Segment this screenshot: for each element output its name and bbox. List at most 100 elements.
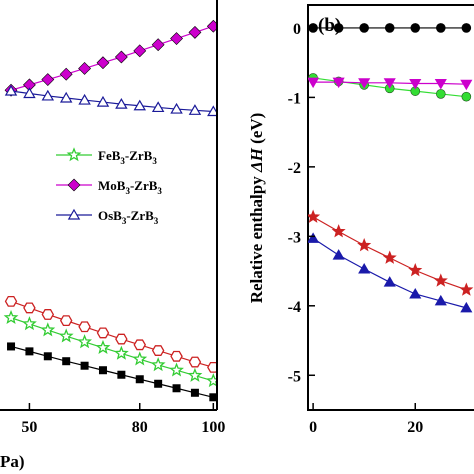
panel-b-y-tick-label: -2 xyxy=(288,160,301,177)
panel-b-x-tick-label: 0 xyxy=(309,419,317,436)
panel-b-series-2-point xyxy=(434,79,447,90)
panel-a-series-3-point xyxy=(170,350,183,362)
panel-a-series-1-point xyxy=(96,56,110,70)
legend-entry: MoB3-ZrB3 xyxy=(98,178,162,196)
panel-a-series-0-point xyxy=(205,373,217,388)
panel-a-series-3-point xyxy=(151,345,165,356)
panel-a-series-3-point xyxy=(59,315,73,327)
panel-a-series-3-point xyxy=(78,321,91,333)
panel-a-series-2-point xyxy=(115,97,128,109)
panel-a-series-0-point xyxy=(22,316,37,331)
panel-a-series-4-point xyxy=(190,388,199,397)
panel-b-series-2-point xyxy=(332,77,345,89)
panel-a-series-1-line xyxy=(10,25,214,91)
panel-a-series-2-point xyxy=(133,99,146,111)
y-label-part-1: Relative enthalpy xyxy=(247,172,266,303)
panel-a-series-2-point xyxy=(151,101,165,113)
panel-a-series-1-point xyxy=(114,50,128,64)
panel-b-series-0-point xyxy=(384,23,395,33)
panel-b-x-tick-label: 20 xyxy=(407,419,423,436)
panel-b-series-2-point xyxy=(409,79,422,90)
panel-a-series-2-line xyxy=(10,90,214,113)
panel-b-y-tick-label: 0 xyxy=(293,21,301,38)
panel-b: 0 -1 -2 -3 -4 -5 0 20 (b) Relative enthalpy ΔH… xyxy=(247,4,474,436)
legend-entry: OsB3-ZrB3 xyxy=(98,208,159,226)
panel-a-x-tick-label: 80 xyxy=(132,419,148,436)
panel-b-series-4-point xyxy=(460,301,473,313)
panel-a-series-0-point xyxy=(58,328,74,343)
panel-a-series-4-point xyxy=(25,347,34,356)
panel-a-series-2-point xyxy=(207,105,217,117)
panel-b-series-4-point xyxy=(383,276,396,287)
panel-a-series-2-point xyxy=(188,104,202,115)
panel-a-series-4-point xyxy=(135,375,144,384)
panel-b-series-3-point xyxy=(433,273,448,287)
panel-b-series-0-point xyxy=(333,23,344,33)
panel-a-series-4-point xyxy=(154,379,163,388)
panel-a-series-4-point xyxy=(62,357,71,366)
panel-a-series-0-point xyxy=(113,345,129,360)
panel-b-series-3-point xyxy=(382,250,397,264)
panel-a-series-0-point xyxy=(3,309,19,325)
panel-b-series-3-point xyxy=(408,263,423,277)
legend-marker xyxy=(66,147,82,162)
panel-a-series-4-point xyxy=(117,370,126,379)
panel-a-series-0-point xyxy=(150,357,166,372)
panel-a-series-2-point xyxy=(170,102,183,114)
y-label-part-3: (eV) xyxy=(247,113,266,148)
panel-b-series-2-point xyxy=(358,78,371,89)
panel-a-series-1-point xyxy=(188,25,202,39)
panel-b-y-tick-label: -5 xyxy=(288,368,301,385)
panel-b-y-ticks: 0 -1 -2 -3 -4 -5 xyxy=(288,21,315,385)
panel-a-series-2-point xyxy=(96,95,110,107)
panel-a-series-2-point xyxy=(78,93,91,105)
panel-a-series-2-point xyxy=(41,89,55,101)
panel-a-series-4-point xyxy=(43,352,52,361)
panel-b-series-2-point xyxy=(383,78,396,89)
panel-b-series-4-point xyxy=(358,262,371,274)
panel-b-series-2-point xyxy=(460,79,473,91)
panel-b-series-4-point xyxy=(332,249,345,260)
legend-marker xyxy=(67,178,81,192)
panel-a-series-0-point xyxy=(95,339,111,354)
panel-a-x-tick-label: 50 xyxy=(21,419,37,436)
panel-a: 50 80 100 Pa) FeB3-ZrB3 MoB3-ZrB3 OsB3-ZrB3 xyxy=(0,0,225,471)
panel-b-y-axis-label: Relative enthalpy ΔH (eV) xyxy=(247,113,266,304)
panel-a-series-1-point xyxy=(41,73,55,86)
panel-a-series-0-point xyxy=(77,334,92,349)
panel-a-series-4-point xyxy=(98,366,107,375)
panel-a-series-3-point xyxy=(115,333,128,345)
panel-a-series-2-point xyxy=(59,91,73,103)
panel-a-series-1-point xyxy=(151,38,165,52)
panel-a-series-3-point xyxy=(23,302,36,314)
panel-b-y-tick-label: -3 xyxy=(288,229,301,246)
panel-a-series-4-point xyxy=(172,384,181,393)
legend-marker xyxy=(67,208,81,220)
panel-a-series-0-point xyxy=(132,351,148,366)
panel-b-series-4-point xyxy=(409,287,422,299)
panel-b-x-ticks: 0 20 xyxy=(309,403,423,436)
panel-b-y-tick-label: -4 xyxy=(288,299,301,316)
panel-a-series-2-point xyxy=(23,87,36,99)
panel-b-series-4-point xyxy=(434,294,447,306)
panel-a-series-0-line xyxy=(10,317,214,382)
panel-b-series-1-point xyxy=(435,89,446,99)
panel-b-series-3-point xyxy=(308,209,321,223)
panel-a-x-ticks: 50 80 100 xyxy=(21,403,225,436)
panel-a-series-0-point xyxy=(187,367,203,382)
panel-a-series-3-line xyxy=(10,300,214,368)
panel-b-series-0-point xyxy=(410,23,421,33)
panel-a-series-3-point xyxy=(133,339,147,351)
panel-a-series-4-point xyxy=(7,342,16,351)
panel-a-legend: FeB3-ZrB3 MoB3-ZrB3 OsB3-ZrB3 xyxy=(56,147,162,226)
panel-a-plot-area xyxy=(3,19,217,402)
panel-a-series-3-point xyxy=(41,309,55,320)
panel-b-series-4-line xyxy=(312,237,467,309)
panel-a-series-4-point xyxy=(209,393,217,402)
panel-b-frame xyxy=(307,4,474,411)
panel-a-series-1-point xyxy=(59,67,73,81)
panel-a-series-4-point xyxy=(80,361,89,370)
panel-b-series-0-point xyxy=(461,23,472,33)
panel-b-series-4-point xyxy=(308,232,320,243)
